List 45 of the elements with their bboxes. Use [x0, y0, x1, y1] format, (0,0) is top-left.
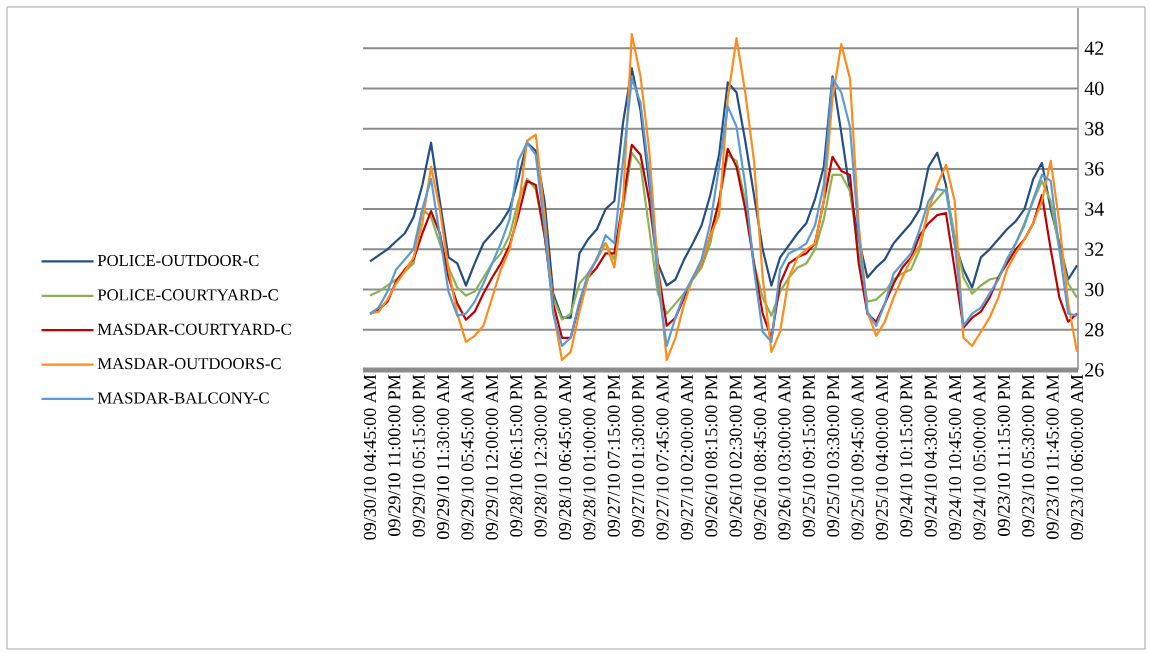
- x-tick-label: 09/27/10 02:00:00 AM: [680, 374, 694, 540]
- x-tick-label: 09/29/10 11:00:00 PM: [388, 374, 401, 536]
- x-tick-label: 09/23/10 06:00:00 AM: [1070, 374, 1084, 540]
- x-tick-label: 09/28/10 12:30:00 PM: [534, 374, 547, 537]
- x-tick-label: 09/25/10 09:15:00 PM: [802, 374, 815, 537]
- x-tick-label: 09/23/10 11:15:00 PM: [997, 374, 1010, 536]
- x-tick-label: 09/25/10 09:45:00 AM: [851, 374, 864, 540]
- y-tick-label: 38: [1085, 121, 1104, 136]
- y-tick-label: 42: [1084, 41, 1104, 55]
- x-tick-label: 09/25/10 03:30:00 PM: [827, 374, 840, 537]
- x-tick-label: 09/28/10 06:15:00 PM: [510, 374, 523, 537]
- x-tick-label: 09/26/10 02:30:00 PM: [729, 374, 742, 537]
- x-tick-label: 09/29/10 12:00:00 AM: [485, 374, 498, 540]
- y-tick-label: 40: [1084, 81, 1104, 96]
- x-tick-label: 09/26/10 03:00:00 AM: [778, 374, 791, 540]
- y-tick-label: 26: [1085, 363, 1104, 377]
- legend-label: POLICE-OUTDOOR-C: [97, 254, 259, 267]
- x-tick-label: 09/28/10 06:45:00 AM: [558, 374, 572, 540]
- y-tick-label: 28: [1085, 323, 1104, 337]
- x-tick-label: 09/29/10 05:45:00 AM: [461, 374, 474, 540]
- x-tick-label: 09/30/10 04:45:00 AM: [363, 374, 377, 540]
- legend-label: MASDAR-OUTDOORS-C: [97, 358, 281, 370]
- x-tick-label: 09/26/10 08:15:00 PM: [705, 374, 718, 537]
- x-tick-label: 09/24/10 05:00:00 AM: [973, 374, 986, 540]
- x-tick-label: 09/24/10 04:30:00 PM: [924, 374, 937, 537]
- x-tick-label: 09/27/10 07:15:00 PM: [607, 374, 620, 537]
- x-tick-label: 09/23/10 05:30:00 PM: [1022, 374, 1035, 537]
- x-tick-label: 09/27/10 01:30:00 PM: [632, 374, 645, 537]
- x-tick-label: 09/29/10 11:30:00 AM: [437, 374, 450, 539]
- x-tick-label: 09/24/10 10:15:00 PM: [900, 374, 913, 537]
- y-tick-label: 30: [1085, 282, 1104, 297]
- x-tick-label: 09/23/10 11:45:00 AM: [1046, 374, 1059, 539]
- line-series: [368, 33, 1078, 362]
- legend-label: POLICE-COURTYARD-C: [97, 289, 278, 301]
- x-tick-label: 09/29/10 05:15:00 PM: [412, 374, 425, 537]
- legend-label: MASDAR-COURTYARD-C: [97, 323, 291, 335]
- x-tick-label: 09/26/10 08:45:00 AM: [753, 374, 767, 540]
- legend-label: MASDAR-BALCONY-C: [97, 392, 269, 404]
- y-tick-label: 36: [1085, 162, 1104, 176]
- y-tick-label: 34: [1085, 202, 1104, 216]
- y-tick-label: 32: [1085, 242, 1104, 257]
- x-tick-label: 09/27/10 07:45:00 AM: [656, 374, 669, 540]
- x-tick-label: 09/28/10 01:00:00 AM: [583, 374, 596, 540]
- x-tick-label: 09/25/10 04:00:00 AM: [875, 374, 889, 540]
- x-tick-label: 09/24/10 10:45:00 AM: [948, 374, 962, 540]
